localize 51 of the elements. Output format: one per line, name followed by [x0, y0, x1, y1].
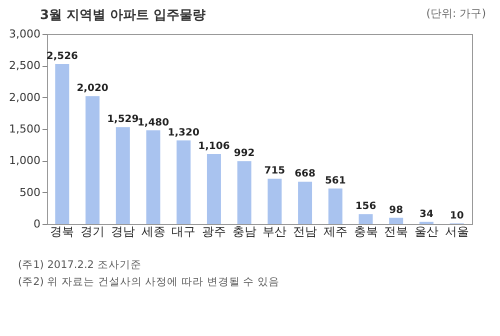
text: (주2) 위 자료는 건설사의 사정에 따라 변경될 수 있음 [18, 275, 281, 290]
data-label: 1,106 [198, 140, 230, 152]
data-label: 2,526 [46, 51, 78, 62]
bar [55, 64, 70, 224]
data-label: 1,529 [107, 114, 139, 126]
bar [328, 188, 342, 224]
x-tick-label: 전남 [293, 224, 318, 238]
x-tick-label: 경북 [50, 224, 74, 238]
text: (주1) 2017.2.2 조사기준 [18, 258, 142, 273]
bar [116, 127, 130, 224]
x-tick-label: 울산 [414, 224, 438, 238]
data-label: 561 [324, 175, 346, 186]
data-label: 34 [420, 208, 434, 220]
bar [176, 140, 191, 224]
data-label: 668 [294, 168, 316, 180]
data-label: 1,320 [168, 127, 200, 138]
data-label: 98 [389, 204, 404, 216]
y-tick-label: 1,500 [9, 122, 40, 136]
x-tick-label: 서울 [444, 224, 469, 238]
data-label: 1,480 [137, 117, 170, 128]
x-tick-label: 부산 [262, 224, 287, 238]
y-tick-label: 2,500 [9, 59, 40, 72]
x-tick-label: 세종 [141, 224, 166, 238]
bar [86, 96, 100, 224]
data-label: 2,020 [76, 83, 108, 94]
bar [358, 214, 373, 224]
x-tick-label: 충남 [232, 224, 256, 238]
x-tick-label: 경기 [80, 224, 105, 238]
bar [389, 218, 404, 224]
chart-title: 3월 지역별 아파트 입주물량 [40, 7, 206, 24]
data-label: 156 [355, 201, 376, 212]
y-tick-label: 2,000 [9, 90, 40, 104]
y-tick-label: 0 [34, 218, 40, 230]
x-tick-label: 대구 [172, 224, 196, 238]
y-tick-label: 3,000 [9, 28, 40, 40]
y-tick-label: 500 [20, 186, 40, 199]
data-label: 715 [264, 166, 286, 177]
x-tick-label: 경남 [110, 224, 135, 238]
bar [206, 154, 221, 224]
bar [298, 182, 312, 224]
bar [237, 161, 252, 224]
data-label: 10 [450, 210, 464, 222]
data-label: 992 [234, 148, 255, 160]
x-tick-label: 충북 [354, 224, 378, 238]
bar [146, 130, 160, 224]
x-tick-label: 광주 [202, 224, 226, 238]
x-tick-label: 전북 [384, 224, 408, 238]
chart-subtitle: (단위: 가구) [426, 6, 486, 22]
bar [268, 178, 282, 224]
x-tick-label: 제주 [323, 224, 348, 238]
y-tick-label: 1,000 [9, 154, 40, 168]
